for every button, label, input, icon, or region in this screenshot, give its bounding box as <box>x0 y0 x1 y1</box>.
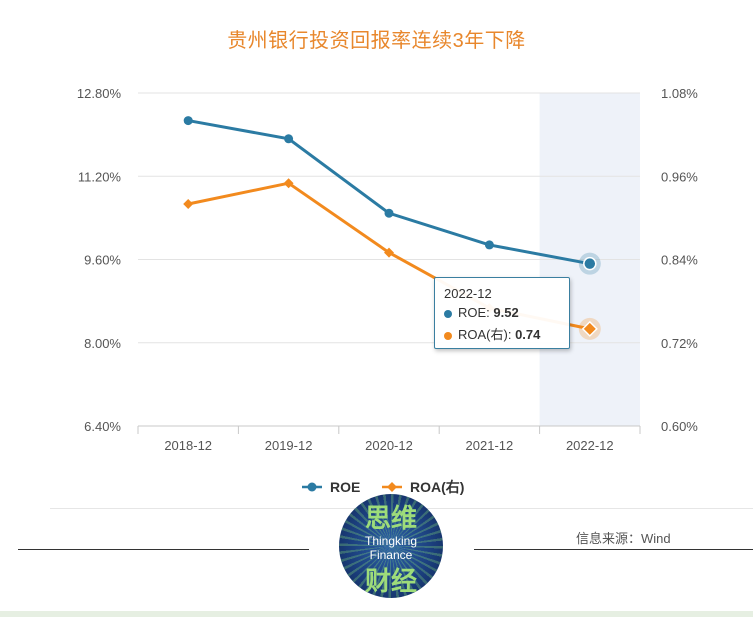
roe-dot-icon <box>444 309 452 318</box>
right-tick-label: 0.96% <box>661 169 698 184</box>
left-tick-label: 12.80% <box>77 86 122 101</box>
roe-point <box>583 256 597 271</box>
legend-roa-marker <box>387 482 397 492</box>
left-tick-label: 9.60% <box>84 253 121 268</box>
roa-point <box>183 199 194 209</box>
x-tick-label: 2020-12 <box>365 438 413 453</box>
roa-point <box>384 247 394 258</box>
tooltip-roe-row: ROE: 9.52 <box>444 305 560 320</box>
roa-dot-icon <box>444 331 452 340</box>
right-tick-label: 0.72% <box>661 336 698 351</box>
tooltip-roa-row: ROA(右): 0.74 <box>444 324 560 343</box>
bottom-strip <box>0 611 753 617</box>
tooltip-roe-value: 9.52 <box>493 305 519 320</box>
source-note: 信息来源：Wind <box>576 531 671 546</box>
roe-point <box>183 116 193 126</box>
roe-point <box>384 208 394 218</box>
roa-point <box>581 320 598 337</box>
left-tick-label: 11.20% <box>78 169 122 184</box>
right-tick-label: 1.08% <box>661 86 698 101</box>
divider-left <box>18 549 309 550</box>
left-tick-label: 6.40% <box>84 419 121 434</box>
x-tick-label: 2022-12 <box>566 438 614 453</box>
chart-title: 贵州银行投资回报率连续3年下降 <box>227 30 526 52</box>
thinking-finance-logo: 思维 Thingking Finance 财经 <box>339 494 443 598</box>
tooltip-roa-value: 0.74 <box>515 327 541 342</box>
logo-text-line2: Finance <box>369 548 413 562</box>
right-tick-label: 0.84% <box>661 253 698 268</box>
left-tick-label: 8.00% <box>84 336 121 351</box>
chart-tooltip: 2022-12 ROE: 9.52 ROA(右): 0.74 <box>434 277 570 349</box>
divider-right <box>474 549 753 550</box>
x-tick-label: 2019-12 <box>265 438 313 453</box>
legend-roe-marker <box>307 482 317 492</box>
x-tick-label: 2021-12 <box>466 438 514 453</box>
legend-roa-label: ROA(右) <box>410 479 464 495</box>
tooltip-category: 2022-12 <box>444 286 492 301</box>
logo-text-top: 思维 <box>364 504 417 534</box>
roa-point <box>283 178 294 189</box>
roe-point <box>484 240 494 250</box>
x-tick-label: 2018-12 <box>164 438 212 453</box>
tooltip-roa-label: ROA(右) <box>458 327 508 342</box>
tooltip-roe-label: ROE <box>458 305 487 320</box>
legend-roe-label: ROE <box>330 479 360 495</box>
roe-point <box>284 134 294 144</box>
logo-text-bottom: 财经 <box>364 567 417 597</box>
logo-text-line1: Thingking <box>364 534 418 548</box>
right-tick-label: 0.60% <box>661 419 698 434</box>
